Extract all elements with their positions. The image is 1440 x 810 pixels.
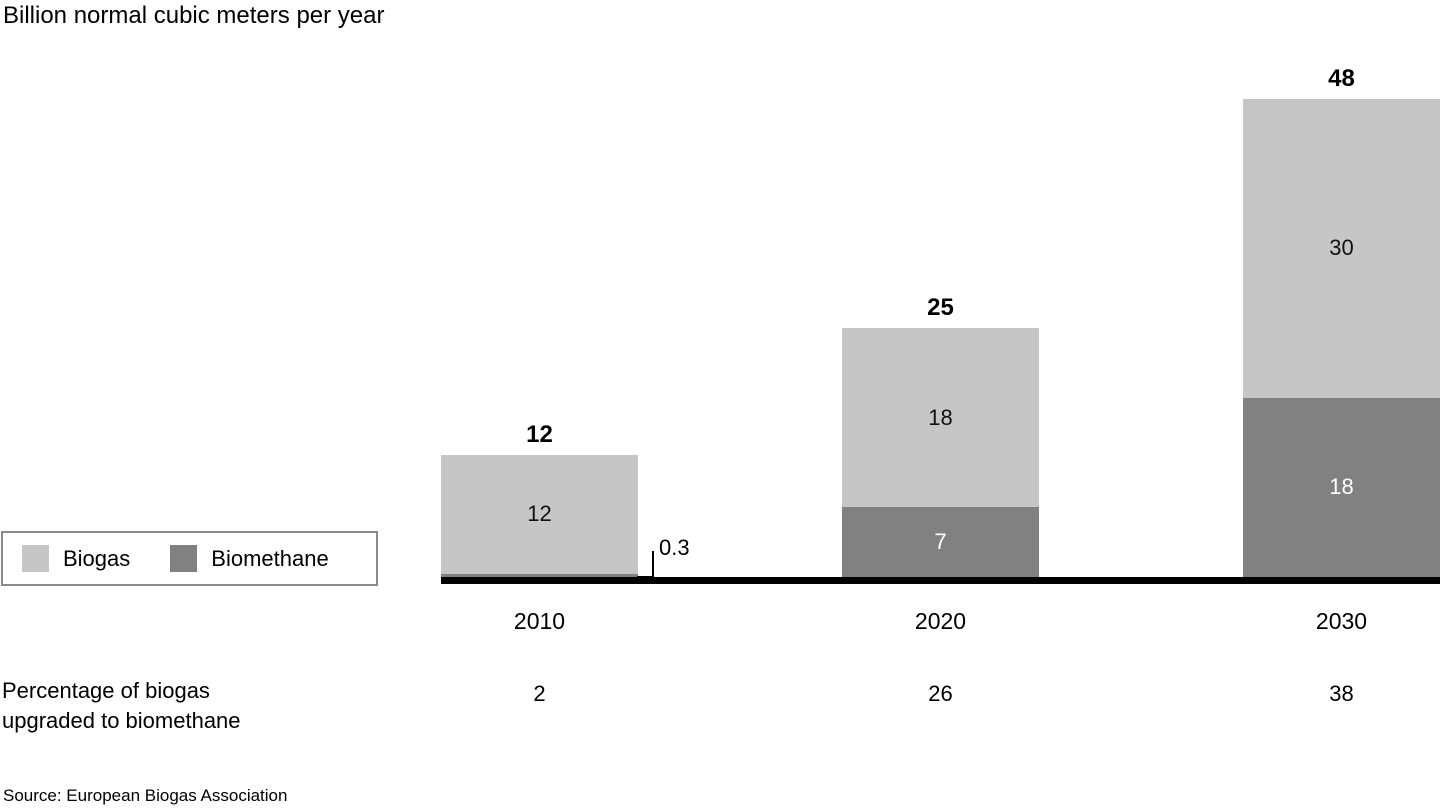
bar-segment-biomethane-2030: 18	[1243, 397, 1440, 577]
percentage-row-label-line1: Percentage of biogas	[2, 678, 210, 703]
x-axis-label-2030: 2030	[1315, 608, 1368, 634]
percentage-row-label: Percentage of biogas upgraded to biometh…	[2, 676, 241, 736]
legend: Biogas Biomethane	[1, 531, 378, 586]
x-axis-label-2020: 2020	[914, 608, 967, 634]
x-axis-line	[441, 577, 1440, 584]
bar-total-label-2020: 25	[927, 294, 954, 322]
biomethane-swatch-icon	[170, 545, 198, 572]
bar-segment-biogas-2020: 18	[842, 328, 1039, 508]
legend-label-biogas: Biogas	[63, 545, 131, 571]
x-axis-label-2010: 2010	[513, 608, 566, 634]
chart-title: Billion normal cubic meters per year	[3, 2, 385, 29]
legend-item-biomethane: Biomethane	[170, 545, 329, 572]
bar-total-label-2030: 48	[1328, 65, 1355, 92]
percentage-value-2020: 26	[928, 681, 953, 706]
percentage-value-2010: 2	[533, 681, 546, 706]
bar-segment-biogas-2030: 30	[1243, 99, 1440, 398]
bar-total-label-2010: 12	[526, 420, 553, 448]
bar-segment-biogas-2010: 12	[441, 454, 638, 574]
percentage-value-2030: 38	[1329, 681, 1354, 706]
legend-label-biomethane: Biomethane	[211, 545, 329, 571]
annotation-callout-line	[637, 551, 654, 578]
bar-segment-biomethane-2010	[441, 574, 638, 577]
biogas-swatch-icon	[22, 545, 49, 572]
source-note: Source: European Biogas Association	[3, 786, 288, 805]
percentage-row-label-line2: upgraded to biomethane	[2, 708, 241, 733]
annotation-value: 0.3	[659, 535, 690, 560]
legend-item-biogas: Biogas	[22, 545, 130, 572]
bar-segment-biomethane-2020: 7	[842, 507, 1039, 577]
